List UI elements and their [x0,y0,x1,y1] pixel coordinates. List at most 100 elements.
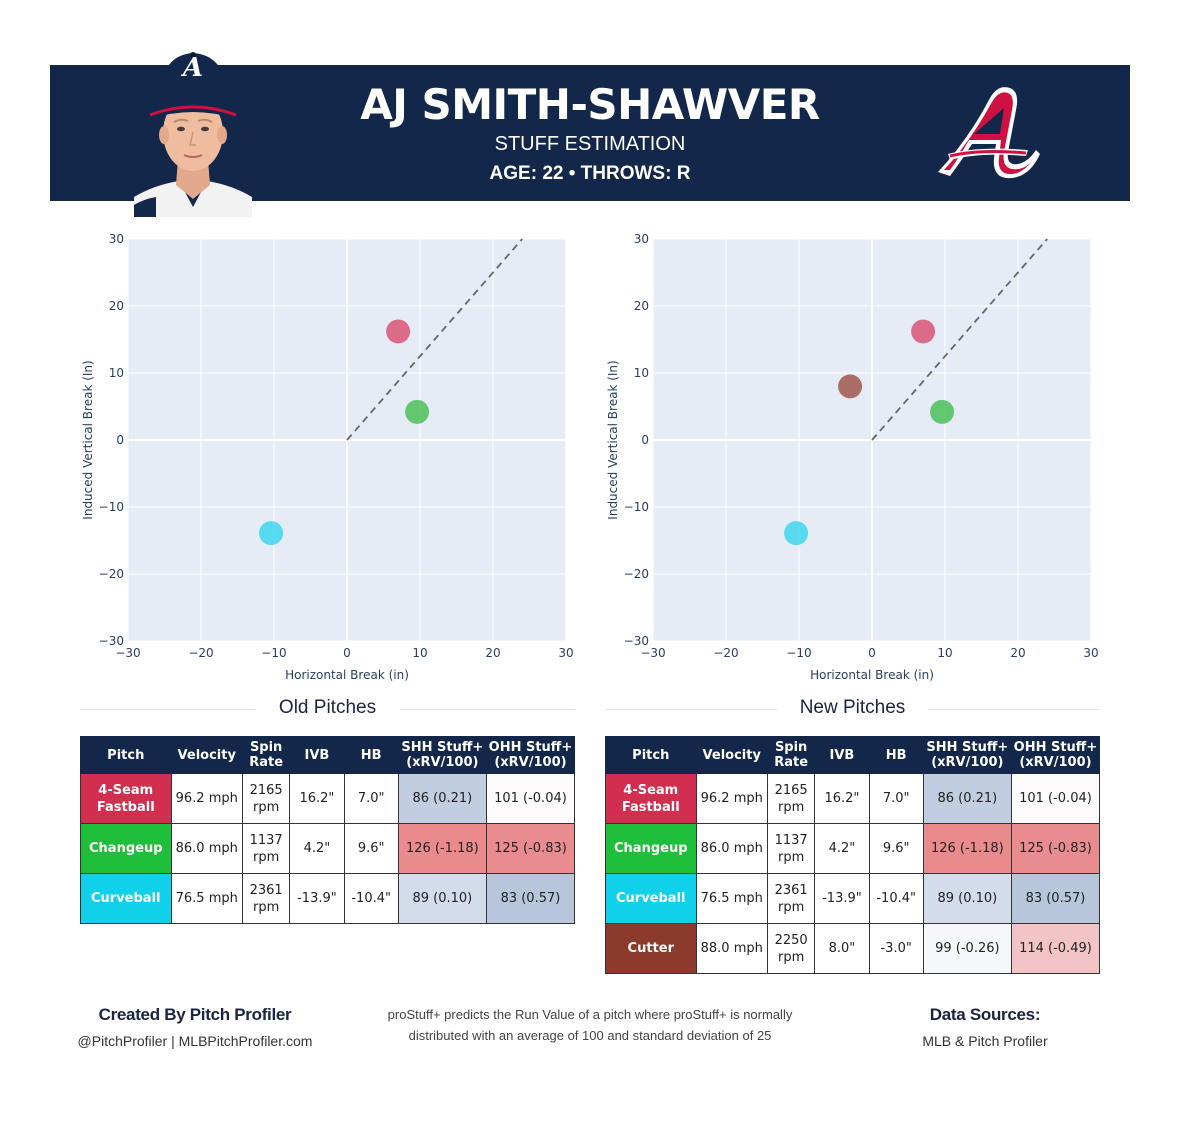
data-point [930,399,955,424]
divider [928,709,1100,710]
ivb-cell: 8.0" [814,923,870,974]
ivb-cell: 4.2" [814,823,870,874]
column-header: Pitch [80,736,172,774]
x-tick-label: 30 [1083,646,1098,660]
sources-title: Data Sources: [929,1005,1041,1024]
y-tick-label: 10 [109,366,124,380]
ohh-stuff-cell: 114 (-0.49) [1010,923,1101,974]
column-header: Velocity [170,736,243,774]
x-tick-label: −30 [115,646,140,660]
credit-links[interactable]: @PitchProfiler | MLBPitchProfiler.com [77,1033,313,1049]
data-point [784,521,809,546]
new-pitches-table: Pitch Velocity Spin Rate IVB HB SHH Stuff+ (xRV… [605,736,1101,974]
ohh-stuff-cell: 125 (-0.83) [1010,823,1101,874]
description-line-1: proStuff+ predicts the Run Value of a pi… [387,1007,793,1022]
ivb-cell: 16.2" [289,773,345,824]
table-header-row: Pitch Velocity Spin Rate IVB HB SHH Stuff+ (xRV… [605,736,1101,774]
table-row: Changeup 86.0 mph 1137 rpm 4.2" 9.6" 126 (-1.… [80,823,576,874]
pitch-name-cell: 4-Seam Fastball [80,773,172,824]
table-row: Changeup 86.0 mph 1137 rpm 4.2" 9.6" 126 (-1.… [605,823,1101,874]
reference-line [871,238,1048,441]
x-tick-label: 0 [343,646,351,660]
divider [400,709,575,710]
hb-cell: 9.6" [343,823,399,874]
column-header: Velocity [695,736,768,774]
y-tick-label: −10 [624,500,649,514]
spin-rate-cell: 1137 rpm [766,823,816,874]
pitch-name-cell: Cutter [605,923,697,974]
plot-old-pitches: −30 −20 −10 0 10 20 30 30 20 10 0 −10 −20 −30 Horizont… [70,225,590,685]
shh-stuff-cell: 89 (0.10) [397,873,487,924]
pitch-name-cell: 4-Seam Fastball [605,773,697,824]
x-tick-label: 20 [485,646,500,660]
hb-cell: 7.0" [343,773,399,824]
new-pitches-header: New Pitches [605,697,1100,721]
velocity-cell: 76.5 mph [170,873,243,924]
divider [605,709,777,710]
velocity-cell: 96.2 mph [695,773,768,824]
hb-cell: -10.4" [868,873,924,924]
shh-stuff-cell: 86 (0.21) [922,773,1012,824]
y-tick-label: −30 [99,634,124,648]
ohh-stuff-cell: 101 (-0.04) [1010,773,1101,824]
new-pitches-title: New Pitches [799,697,906,718]
pitch-name-cell: Changeup [605,823,697,874]
old-pitches-title: Old Pitches [278,697,377,718]
shh-stuff-cell: 126 (-1.18) [922,823,1012,874]
y-tick-label: 0 [641,433,649,447]
x-tick-label: −30 [640,646,665,660]
data-point [259,521,284,546]
column-header: OHH Stuff+ (xRV/100) [485,736,576,774]
y-tick-label: 10 [634,366,649,380]
velocity-cell: 86.0 mph [695,823,768,874]
ohh-stuff-cell: 125 (-0.83) [485,823,576,874]
header-banner [50,65,1130,201]
cap-logo-letter: A [182,53,204,83]
x-tick-label: 10 [412,646,427,660]
y-axis-label: Induced Vertical Break (In) [606,360,620,519]
table-row: 4-Seam Fastball 96.2 mph 2165 rpm 16.2" 7.0"… [605,773,1101,824]
data-point [386,319,411,344]
pitch-name-cell: Curveball [80,873,172,924]
y-tick-label: −30 [624,634,649,648]
column-header: Spin Rate [241,736,291,774]
footer-sources: Data Sources: MLB & Pitch Profiler [880,1005,1090,1049]
ivb-cell: -13.9" [814,873,870,924]
x-tick-label: 0 [868,646,876,660]
player-headshot: A [134,47,252,217]
y-tick-label: 0 [116,433,124,447]
reference-line [346,238,523,441]
velocity-cell: 86.0 mph [170,823,243,874]
table-row: Curveball 76.5 mph 2361 rpm -13.9" -10.4" 89 … [80,873,576,924]
x-axis-label: Horizontal Break (in) [810,668,934,682]
table-row: Cutter 88.0 mph 2250 rpm 8.0" -3.0" 99 (-0.26… [605,923,1101,974]
x-axis-label: Horizontal Break (in) [285,668,409,682]
table-row: Curveball 76.5 mph 2361 rpm -13.9" -10.4" 89 … [605,873,1101,924]
column-header: IVB [289,736,345,774]
x-tick-label: −20 [188,646,213,660]
ohh-stuff-cell: 101 (-0.04) [485,773,576,824]
ivb-cell: 4.2" [289,823,345,874]
created-by: Created By Pitch Profiler [98,1005,292,1024]
y-tick-label: 30 [109,232,124,246]
table-header-row: Pitch Velocity Spin Rate IVB HB SHH Stuff+ (xRV… [80,736,576,774]
y-tick-label: −10 [99,500,124,514]
y-tick-label: 20 [634,299,649,313]
x-tick-label: 10 [937,646,952,660]
sources-text: MLB & Pitch Profiler [922,1033,1048,1049]
column-header: SHH Stuff+ (xRV/100) [922,736,1012,774]
x-tick-label: −20 [713,646,738,660]
hb-cell: 9.6" [868,823,924,874]
spin-rate-cell: 2165 rpm [766,773,816,824]
y-tick-label: −20 [624,567,649,581]
column-header: SHH Stuff+ (xRV/100) [397,736,487,774]
x-tick-label: 30 [558,646,573,660]
spin-rate-cell: 2361 rpm [241,873,291,924]
age-throws: AGE: 22 • THROWS: R [489,163,691,184]
column-header: IVB [814,736,870,774]
velocity-cell: 96.2 mph [170,773,243,824]
velocity-cell: 88.0 mph [695,923,768,974]
plot-new-pitches: −30 −20 −10 0 10 20 30 30 20 10 0 −10 −20 −30 Horizont… [595,225,1115,685]
shh-stuff-cell: 99 (-0.26) [922,923,1012,974]
old-pitches-header: Old Pitches [80,697,575,721]
